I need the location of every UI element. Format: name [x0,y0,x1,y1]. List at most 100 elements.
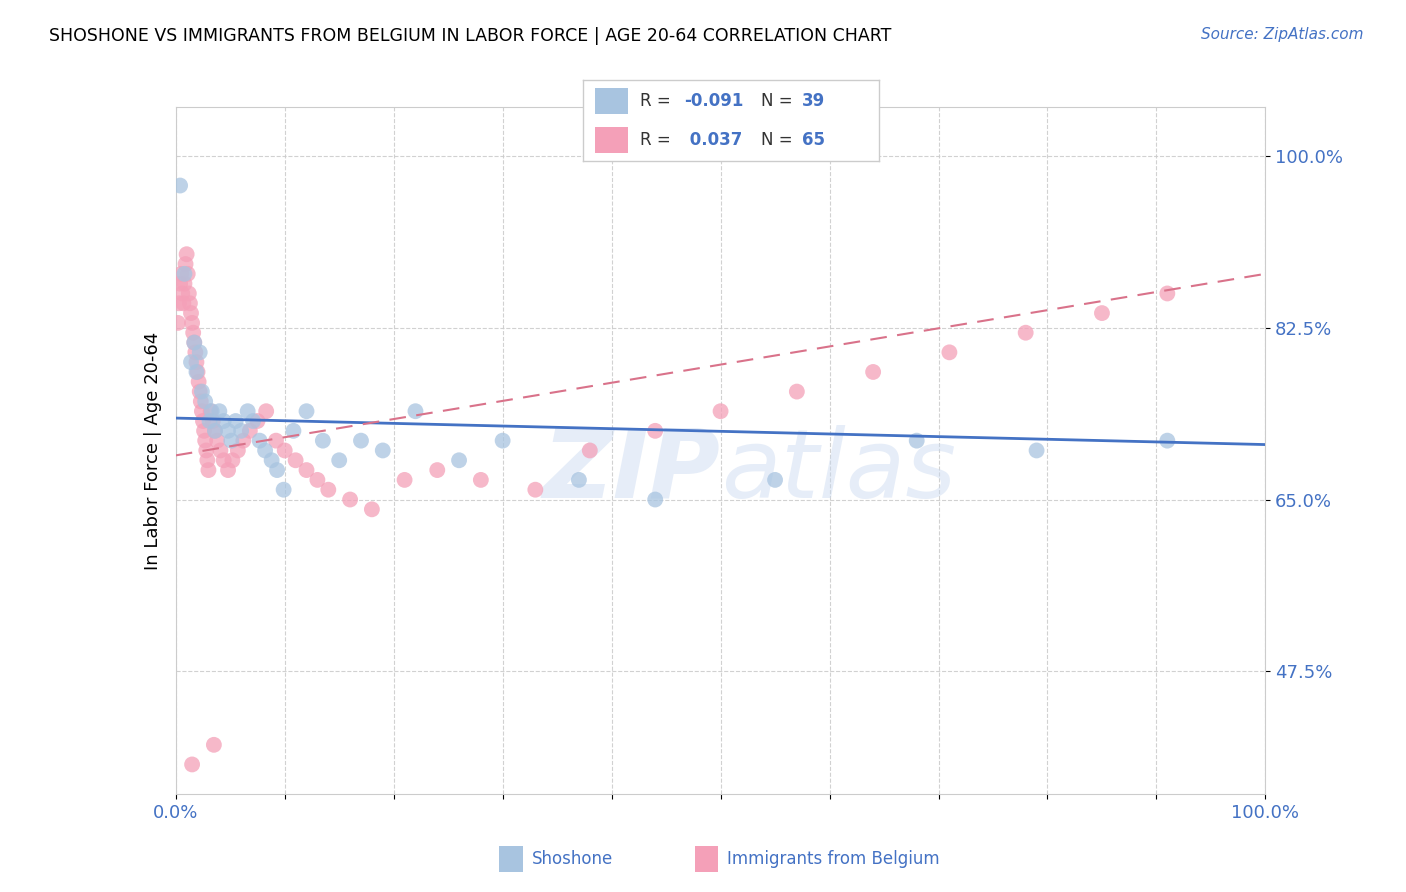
Text: 0.037: 0.037 [683,131,742,149]
Point [763,473,786,487]
Point [371,443,394,458]
Text: N =: N = [761,92,792,110]
Point [184,345,207,359]
Text: Immigrants from Belgium: Immigrants from Belgium [727,850,939,868]
Point [312,434,335,448]
Point [568,473,591,487]
Point [169,277,191,291]
Point [318,483,340,497]
Point [1156,286,1178,301]
Point [170,267,193,281]
Point [350,434,373,448]
Point [328,453,350,467]
Point [169,178,191,193]
Text: R =: R = [640,131,671,149]
Point [1156,434,1178,448]
Point [221,434,243,448]
Point [226,443,249,458]
Point [1025,443,1047,458]
Point [181,757,204,772]
Point [394,473,416,487]
Text: 39: 39 [801,92,825,110]
Point [201,414,224,428]
Point [470,473,492,487]
Point [254,404,277,418]
Point [167,316,190,330]
Point [938,345,960,359]
Point [217,463,239,477]
Point [176,247,198,261]
Point [172,286,194,301]
Point [181,316,204,330]
Text: N =: N = [761,131,792,149]
Point [273,483,295,497]
Point [177,267,200,281]
Point [274,443,297,458]
Point [188,345,211,359]
Y-axis label: In Labor Force | Age 20-64: In Labor Force | Age 20-64 [143,331,162,570]
Point [173,267,195,281]
Point [183,335,205,350]
Point [254,443,277,458]
Point [180,355,202,369]
Point [194,434,217,448]
Text: -0.091: -0.091 [683,92,744,110]
Point [1091,306,1114,320]
Point [862,365,884,379]
Point [179,296,201,310]
Point [307,473,329,487]
Point [786,384,808,399]
Point [205,434,228,448]
Point [190,394,212,409]
Point [644,492,666,507]
Point [204,424,226,438]
Point [339,492,361,507]
Point [174,257,197,271]
Point [186,365,209,379]
Text: SHOSHONE VS IMMIGRANTS FROM BELGIUM IN LABOR FORCE | AGE 20-64 CORRELATION CHART: SHOSHONE VS IMMIGRANTS FROM BELGIUM IN L… [49,27,891,45]
Point [195,453,218,467]
Point [231,424,253,438]
Point [360,502,382,516]
Text: atlas: atlas [721,425,956,517]
Point [198,414,221,428]
Point [246,414,269,428]
Point [426,463,449,477]
Text: Source: ZipAtlas.com: Source: ZipAtlas.com [1201,27,1364,42]
Point [167,296,190,310]
Point [212,414,235,428]
Point [186,355,208,369]
Point [1015,326,1038,340]
Text: R =: R = [640,92,671,110]
Point [447,453,470,467]
Point [295,404,318,418]
Point [266,463,288,477]
Point [172,296,194,310]
Point [212,453,235,467]
Point [217,424,239,438]
Point [209,443,232,458]
Bar [595,88,627,114]
Point [191,404,214,418]
Point [295,463,318,477]
Point [242,414,264,428]
Point [644,424,666,438]
Point [232,434,254,448]
Point [208,404,231,418]
Point [201,404,224,418]
Point [180,306,202,320]
Point [191,414,214,428]
Point [188,384,211,399]
Point [186,365,208,379]
Point [249,434,271,448]
Point [194,394,217,409]
Point [283,424,305,438]
Point [195,443,218,458]
Point [173,277,195,291]
Point [181,326,204,340]
Text: 65: 65 [801,131,825,149]
Point [204,424,226,438]
Point [191,384,214,399]
Point [187,375,209,389]
Point [239,424,262,438]
